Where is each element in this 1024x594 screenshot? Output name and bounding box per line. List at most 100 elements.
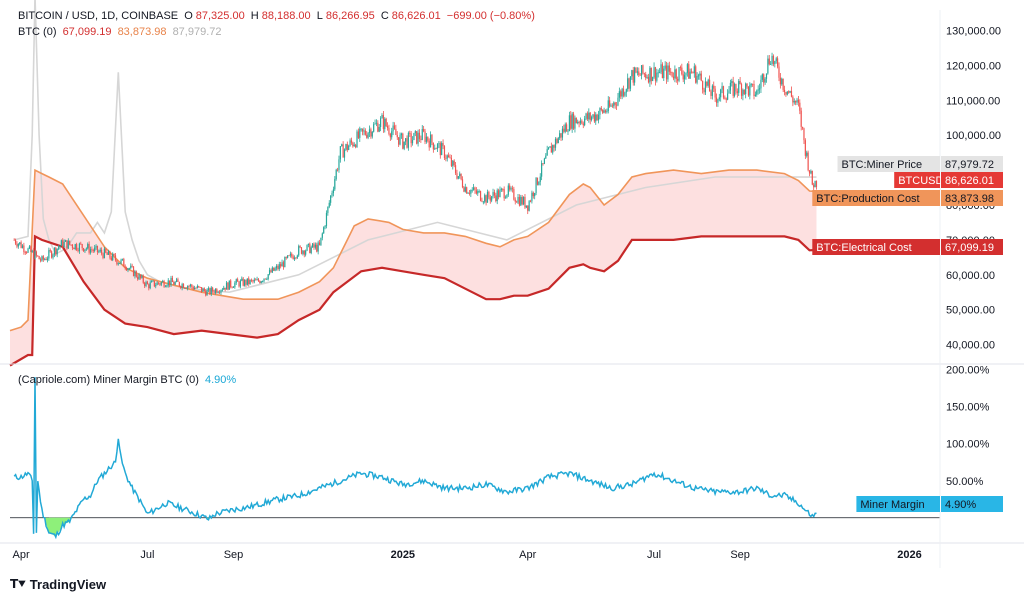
candle-body — [739, 81, 741, 85]
candle-body — [636, 71, 639, 73]
candle-body — [105, 248, 107, 253]
candle-body — [355, 144, 357, 148]
candle-body — [589, 112, 591, 120]
btcusd-value-bg — [941, 172, 1003, 188]
candle-body — [209, 288, 211, 295]
candle-body — [770, 63, 772, 65]
x-tick-label: 2025 — [391, 549, 415, 561]
candle-body — [317, 242, 319, 252]
candle-body — [613, 102, 615, 107]
candle-body — [504, 197, 507, 199]
candle-body — [98, 251, 100, 253]
candle-body — [305, 250, 307, 255]
candle-body — [681, 67, 683, 75]
candle-body — [21, 245, 24, 248]
candle-body — [167, 280, 169, 286]
candle-body — [710, 91, 712, 96]
candle-body — [453, 160, 455, 166]
candle-body — [715, 97, 718, 103]
candle-body — [123, 258, 125, 267]
candle-body — [692, 72, 694, 74]
candle-body — [443, 146, 446, 158]
candle-body — [745, 83, 747, 95]
candle-body — [810, 170, 812, 174]
miner-margin-tag-label: Miner Margin — [860, 499, 924, 511]
candle-body — [732, 81, 734, 96]
candle-body — [491, 196, 493, 201]
candle-body — [796, 99, 798, 103]
candle-body — [234, 282, 236, 288]
candle-body — [672, 76, 675, 79]
candle-body — [371, 131, 373, 137]
candle-body — [235, 279, 237, 283]
candle-body — [464, 187, 466, 192]
candle-body — [191, 284, 193, 287]
symbol-title: BITCOIN / USD, 1D, COINBASE — [18, 10, 179, 22]
price-header: BITCOIN / USD, 1D, COINBASE O 87,325.00 H… — [18, 10, 538, 22]
candle-body — [144, 282, 146, 287]
candle-body — [779, 77, 781, 85]
candle-body — [289, 253, 291, 256]
x-tick-label: Apr — [13, 549, 30, 561]
candle-body — [588, 112, 590, 120]
candle-body — [764, 78, 766, 83]
candle-body — [670, 71, 672, 73]
candle-body — [242, 278, 244, 286]
candle-body — [771, 55, 773, 64]
electrical-cost-value: 67,099.19 — [945, 242, 994, 254]
candle-body — [532, 192, 534, 197]
candle-body — [506, 194, 508, 198]
candle-body — [109, 251, 111, 258]
candle-body — [307, 243, 310, 245]
candle-body — [475, 190, 477, 194]
candle-body — [634, 67, 636, 83]
candle-body — [489, 197, 491, 201]
candle-body — [414, 131, 416, 133]
candle-body — [28, 246, 31, 249]
candle-body — [334, 179, 336, 190]
candle-body — [313, 243, 315, 248]
candle-body — [381, 115, 383, 119]
production-cost-tag-label: BTC:Production Cost — [816, 193, 919, 205]
candle-body — [488, 191, 490, 198]
candle-body — [373, 124, 375, 132]
candle-body — [561, 128, 564, 138]
candle-body — [349, 140, 351, 146]
candle-body — [593, 114, 595, 122]
candle-body — [450, 157, 453, 166]
candle-body — [300, 247, 303, 254]
candle-body — [468, 193, 471, 194]
candle-body — [174, 281, 176, 285]
candle-body — [257, 279, 260, 282]
candle-body — [24, 251, 26, 253]
candle-body — [14, 239, 17, 244]
high-value: 88,188.00 — [261, 10, 311, 22]
candle-body — [107, 251, 110, 255]
candle-body — [277, 265, 279, 270]
candle-body — [621, 88, 623, 97]
candle-body — [375, 122, 378, 124]
low-label: L — [316, 10, 323, 22]
candle-body — [80, 243, 82, 245]
candle-body — [559, 133, 561, 139]
candle-body — [731, 81, 733, 83]
miner-price-value: 87,979.72 — [945, 159, 994, 171]
candle-body — [359, 128, 361, 138]
candle-body — [664, 65, 666, 69]
candle-body — [125, 267, 128, 271]
candle-body — [280, 264, 282, 267]
candle-body — [84, 249, 86, 252]
candle-body — [239, 280, 242, 287]
candle-body — [590, 117, 593, 120]
candle-body — [425, 136, 428, 142]
candle-body — [704, 81, 707, 93]
candle-body — [668, 65, 670, 72]
candle-body — [432, 142, 434, 150]
candle-body — [683, 75, 686, 80]
candle-body — [624, 92, 626, 96]
candle-body — [363, 130, 365, 132]
candle-body — [585, 113, 587, 119]
miner-margin-value: 4.90% — [945, 499, 976, 511]
btcusd-value: 86,626.01 — [945, 175, 994, 187]
